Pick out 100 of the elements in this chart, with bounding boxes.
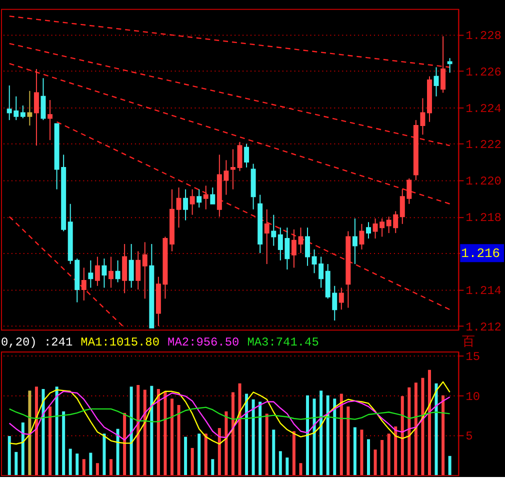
annotation: 1.216 (461, 246, 500, 262)
candlestick (366, 222, 371, 240)
bar (82, 459, 86, 476)
y-tick-label: 1.226 (466, 65, 502, 80)
line-series (8, 381, 450, 445)
bar (408, 387, 411, 476)
y-tick-label: 10 (466, 390, 480, 404)
bar (428, 370, 431, 476)
bar (421, 378, 424, 476)
candlestick (40, 78, 46, 121)
candlestick (142, 242, 148, 300)
bar (34, 386, 38, 476)
candlestick (136, 250, 141, 290)
candlestick (434, 66, 439, 97)
bar (387, 434, 390, 476)
candlestick (305, 227, 310, 266)
bar (312, 398, 316, 476)
bar (150, 386, 154, 476)
text: 百 (462, 334, 476, 350)
bar (170, 398, 174, 476)
candlestick (203, 185, 208, 210)
y-tick-label: 1.224 (466, 102, 502, 116)
bar (252, 399, 255, 476)
bar (306, 395, 310, 476)
bar (258, 402, 262, 476)
candlestick (237, 141, 242, 172)
candlestick (88, 260, 94, 288)
candlestick (176, 186, 182, 228)
text: MA3:741.45 (247, 336, 319, 350)
bar (448, 456, 452, 476)
candlestick (34, 68, 39, 146)
bar (380, 440, 384, 476)
candlestick (122, 243, 128, 294)
bar (28, 390, 32, 476)
candlestick (210, 186, 216, 204)
bar (231, 392, 234, 476)
bar (116, 428, 120, 476)
bar (143, 390, 146, 476)
bar (190, 448, 194, 476)
text: MA1:1015.80 (80, 336, 160, 350)
bar (299, 463, 302, 476)
text: 0,20) :241 (0, 336, 73, 350)
y-tick-label: 5 (466, 430, 473, 444)
bar (434, 383, 438, 476)
bar (198, 434, 201, 476)
bar (110, 459, 112, 476)
y-tick-label: 1.214 (466, 284, 502, 298)
y-tick-label: 1.212 (466, 320, 502, 334)
candlestick (271, 214, 276, 246)
candlestick (94, 256, 100, 286)
bar (400, 396, 404, 476)
candlestick (298, 227, 304, 254)
candlestick (81, 267, 86, 301)
bar (48, 406, 52, 476)
bar (89, 452, 92, 476)
candlestick (108, 256, 114, 288)
bar (211, 459, 214, 476)
bar (353, 427, 356, 476)
bar (96, 463, 99, 476)
bar (326, 395, 330, 476)
bar (177, 404, 180, 476)
bar (224, 411, 228, 476)
bar (394, 426, 398, 476)
bar (136, 385, 140, 476)
candlestick (183, 188, 188, 221)
bar (360, 430, 364, 476)
candlestick (27, 90, 32, 126)
bar (340, 394, 343, 476)
bar (278, 451, 282, 476)
candlestick (48, 100, 53, 141)
candlestick (115, 260, 120, 283)
bar (21, 422, 24, 476)
bar (442, 395, 445, 476)
bar (76, 454, 79, 476)
bar (123, 412, 126, 476)
candlestick (20, 104, 26, 119)
candlestick (447, 58, 452, 74)
candlestick (359, 223, 364, 250)
candlestick (338, 287, 344, 310)
bar (320, 390, 323, 476)
bar (218, 428, 221, 476)
y-tick-label: 1.228 (466, 28, 502, 43)
candlestick (230, 148, 236, 190)
line-series (8, 390, 450, 441)
bar (346, 406, 350, 476)
candlestick (128, 243, 134, 288)
bar (102, 434, 106, 476)
bar (8, 436, 11, 476)
candlestick (244, 143, 250, 168)
bar (164, 391, 167, 476)
candlestick (102, 258, 107, 288)
candlestick (190, 188, 195, 216)
bar (245, 394, 248, 476)
bar (414, 382, 418, 476)
candlestick (291, 228, 296, 268)
candlestick (440, 36, 446, 94)
bar (68, 448, 72, 476)
bar (272, 430, 276, 476)
bar (14, 452, 18, 476)
bar (55, 386, 58, 476)
